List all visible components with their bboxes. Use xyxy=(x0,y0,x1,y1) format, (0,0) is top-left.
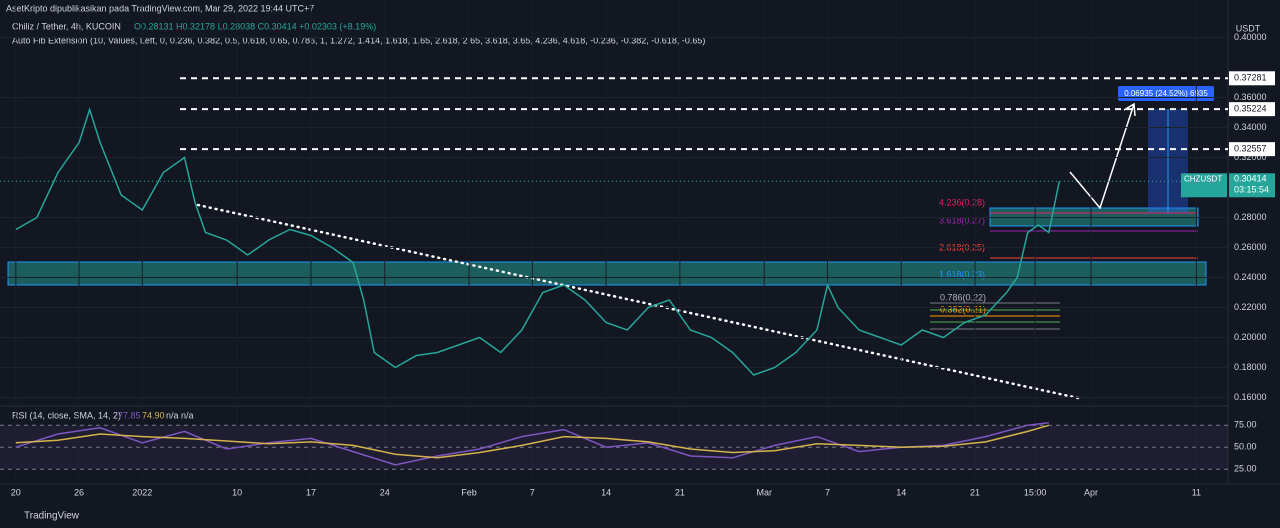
y-tick-label: 0.24000 xyxy=(1234,272,1267,282)
series-line xyxy=(15,107,1061,376)
level-label: 0.32557 xyxy=(1234,144,1267,154)
logo: TradingView xyxy=(24,511,80,522)
x-tick-label: 2022 xyxy=(132,487,152,497)
x-tick-label: 21 xyxy=(970,487,980,497)
currency: USDT xyxy=(1236,23,1261,33)
x-tick-label: 10 xyxy=(232,487,242,497)
ohlc: O0.28131 H0.32178 L0.28038 C0.30414 +0.0… xyxy=(134,21,376,31)
price-tag-bg xyxy=(1229,173,1275,198)
level-label: 0.37281 xyxy=(1234,73,1267,83)
y-tick-label: 0.40000 xyxy=(1234,32,1267,42)
fib-label: 1.618(0.23) xyxy=(939,269,985,279)
level-label-bg xyxy=(1229,142,1275,157)
na-value: n/a n/a xyxy=(166,410,194,420)
y-tick-label: 0.18000 xyxy=(1234,362,1267,372)
y-tick-label: 0.34000 xyxy=(1234,122,1267,132)
publisher: AsetKripto dipublikasikan pada TradingVi… xyxy=(6,3,314,13)
symbol-label: CHZUSDT xyxy=(1184,174,1222,183)
x-tick-label: 24 xyxy=(380,487,390,497)
series-line xyxy=(15,421,1049,466)
y-tick-label: 0.36000 xyxy=(1234,92,1267,102)
rsi-value: 77.85 xyxy=(118,410,141,420)
y-tick-label: 0.32000 xyxy=(1234,152,1267,162)
y-tick-label: 0.22000 xyxy=(1234,302,1267,312)
x-tick-label: 14 xyxy=(896,487,906,497)
x-tick-label: 20 xyxy=(11,487,21,497)
indicator: Auto Fib Extension (10, Values, Left, 0,… xyxy=(12,35,705,45)
sma-value: 74.90 xyxy=(142,410,165,420)
level-label-bg xyxy=(1229,71,1275,86)
x-tick-label: Apr xyxy=(1084,487,1098,497)
zone xyxy=(7,261,1207,286)
fib-label: 0.382(0.21) xyxy=(940,304,986,314)
x-tick-label: 26 xyxy=(74,487,84,497)
rsi-title: RSI (14, close, SMA, 14, 2) xyxy=(12,410,121,420)
x-tick-label: 15:00 xyxy=(1024,487,1047,497)
x-tick-label: Feb xyxy=(461,487,477,497)
countdown: 03:15:54 xyxy=(1234,185,1269,195)
y-tick-label: 0.26000 xyxy=(1234,242,1267,252)
fib-label: 4.236(0.28) xyxy=(939,197,985,207)
arrow xyxy=(1069,103,1135,210)
measure-label: 0.06935 (24.52%) 6935 xyxy=(1124,89,1208,98)
y-tick-label: 0.28000 xyxy=(1234,212,1267,222)
y-tick-label: 25.00 xyxy=(1234,464,1257,474)
fib-lines xyxy=(930,212,1198,330)
level-label-bg xyxy=(1229,102,1275,117)
y-tick-label: 50.00 xyxy=(1234,442,1257,452)
trendline xyxy=(196,203,1080,400)
y-tick-label: 0.20000 xyxy=(1234,332,1267,342)
x-tick-label: 21 xyxy=(675,487,685,497)
x-tick-label: Mar xyxy=(756,487,772,497)
x-tick-label: 17 xyxy=(306,487,316,497)
x-tick-label: 14 xyxy=(601,487,611,497)
level-label: 0.35224 xyxy=(1234,104,1267,114)
symbol: Chiliz / Tether, 4h, KUCOIN xyxy=(12,21,121,31)
x-tick-label: 7 xyxy=(530,487,535,497)
price-label: 0.30414 xyxy=(1234,174,1267,184)
x-tick-label: 7 xyxy=(825,487,830,497)
fib-label: 0.786(0.22) xyxy=(940,292,986,302)
price-label-bg xyxy=(1181,173,1227,198)
y-tick-label: 75.00 xyxy=(1234,420,1257,430)
series-line xyxy=(15,424,1050,459)
fib-label: 3.618(0.27) xyxy=(939,215,985,225)
arrow-head xyxy=(1123,102,1136,117)
x-tick-label: 11 xyxy=(1192,487,1201,497)
y-tick-label: 0.16000 xyxy=(1234,392,1267,402)
